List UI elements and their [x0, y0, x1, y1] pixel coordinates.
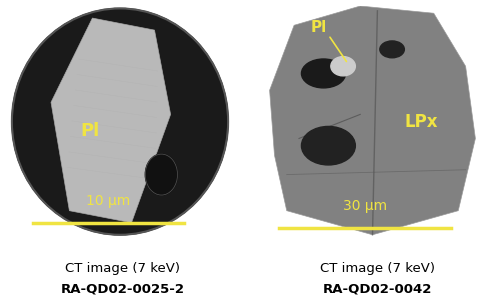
Ellipse shape [331, 57, 355, 76]
Circle shape [12, 8, 228, 235]
Text: CT image (7 keV): CT image (7 keV) [320, 262, 435, 275]
Text: 30 μm: 30 μm [343, 199, 387, 213]
Text: LPx: LPx [405, 113, 438, 131]
Ellipse shape [146, 154, 178, 195]
Text: RA-QD02-0042: RA-QD02-0042 [323, 283, 432, 296]
Ellipse shape [380, 41, 404, 58]
Text: Pl: Pl [310, 20, 326, 35]
Text: Pl: Pl [80, 122, 100, 140]
Polygon shape [51, 18, 171, 223]
Text: RA-QD02-0025-2: RA-QD02-0025-2 [60, 283, 184, 296]
Text: 10 μm: 10 μm [86, 194, 130, 208]
Polygon shape [270, 6, 476, 235]
Text: CT image (7 keV): CT image (7 keV) [65, 262, 180, 275]
Ellipse shape [302, 126, 356, 165]
Ellipse shape [302, 59, 346, 88]
